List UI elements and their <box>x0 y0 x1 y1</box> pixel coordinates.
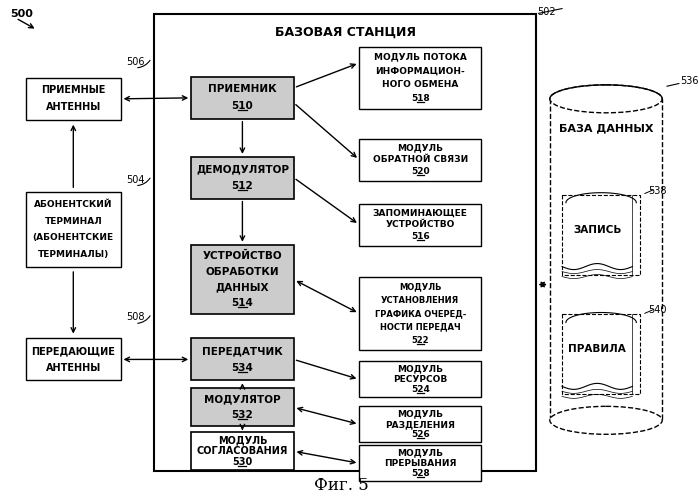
Bar <box>359 445 482 481</box>
Text: МОДУЛЬ: МОДУЛЬ <box>217 435 267 445</box>
Bar <box>562 195 640 275</box>
Text: МОДУЛЬ: МОДУЛЬ <box>397 448 443 457</box>
Text: ОБРАТНОЙ СВЯЗИ: ОБРАТНОЙ СВЯЗИ <box>373 155 468 164</box>
Text: Фиг. 5: Фиг. 5 <box>314 477 368 494</box>
Text: МОДУЛЯТОР: МОДУЛЯТОР <box>204 395 281 405</box>
Bar <box>359 47 482 109</box>
Text: 502: 502 <box>538 7 556 17</box>
Text: РАЗДЕЛЕНИЯ: РАЗДЕЛЕНИЯ <box>385 420 455 429</box>
Text: 504: 504 <box>126 175 145 185</box>
Text: ТЕРМИНАЛЫ): ТЕРМИНАЛЫ) <box>38 250 109 259</box>
Text: ПРИЕМНИК: ПРИЕМНИК <box>208 84 277 94</box>
Text: 534: 534 <box>231 363 253 373</box>
Text: ОБРАБОТКИ: ОБРАБОТКИ <box>206 267 279 277</box>
Text: МОДУЛЬ: МОДУЛЬ <box>397 143 443 152</box>
Bar <box>191 388 294 426</box>
Text: ПЕРЕДАЮЩИЕ: ПЕРЕДАЮЩИЕ <box>31 346 115 356</box>
Text: БАЗА ДАННЫХ: БАЗА ДАННЫХ <box>559 124 654 134</box>
Text: 528: 528 <box>411 469 430 478</box>
Text: 518: 518 <box>411 94 430 103</box>
Text: МОДУЛЬ: МОДУЛЬ <box>397 365 443 373</box>
Bar <box>26 78 121 120</box>
Text: УСТРОЙСТВО: УСТРОЙСТВО <box>386 220 455 229</box>
Text: АБОНЕНТСКИЙ: АБОНЕНТСКИЙ <box>34 200 113 209</box>
Ellipse shape <box>550 85 662 113</box>
Text: 526: 526 <box>411 430 430 439</box>
Ellipse shape <box>550 406 662 434</box>
Text: БАЗОВАЯ СТАНЦИЯ: БАЗОВАЯ СТАНЦИЯ <box>275 25 415 39</box>
Bar <box>550 99 662 420</box>
Text: ПРАВИЛА: ПРАВИЛА <box>568 344 626 355</box>
Text: ДЕМОДУЛЯТОР: ДЕМОДУЛЯТОР <box>196 164 289 174</box>
Text: АНТЕННЫ: АНТЕННЫ <box>45 363 101 373</box>
Bar <box>191 338 294 380</box>
Text: 510: 510 <box>231 101 253 111</box>
Bar <box>359 204 482 246</box>
Bar <box>359 139 482 181</box>
Text: (АБОНЕНТСКИЕ: (АБОНЕНТСКИЕ <box>33 234 114 243</box>
Bar <box>359 406 482 442</box>
Text: СОГЛАСОВАНИЯ: СОГЛАСОВАНИЯ <box>196 446 288 456</box>
Bar <box>359 362 482 397</box>
Text: РЕСУРСОВ: РЕСУРСОВ <box>393 375 447 384</box>
Text: 516: 516 <box>411 232 430 241</box>
Text: МОДУЛЬ: МОДУЛЬ <box>397 410 443 419</box>
Text: 508: 508 <box>126 312 145 322</box>
Text: 500: 500 <box>10 9 33 19</box>
Text: 538: 538 <box>648 186 667 196</box>
Bar <box>191 433 294 470</box>
Text: ТЕРМИНАЛ: ТЕРМИНАЛ <box>45 217 102 226</box>
Text: 512: 512 <box>231 181 253 191</box>
Text: ДАННЫХ: ДАННЫХ <box>216 282 269 292</box>
Bar <box>26 192 121 267</box>
Bar <box>562 314 640 394</box>
Text: МОДУЛЬ: МОДУЛЬ <box>399 282 442 291</box>
Text: ИНФОРМАЦИОН-: ИНФОРМАЦИОН- <box>375 66 465 75</box>
Bar <box>191 77 294 119</box>
Text: МОДУЛЬ ПОТОКА: МОДУЛЬ ПОТОКА <box>374 53 467 62</box>
Bar <box>191 157 294 199</box>
Text: 520: 520 <box>411 167 430 176</box>
Bar <box>359 277 482 351</box>
Text: НОСТИ ПЕРЕДАЧ: НОСТИ ПЕРЕДАЧ <box>380 322 461 331</box>
Text: 540: 540 <box>648 306 667 315</box>
Bar <box>154 14 535 471</box>
Text: ПРЕРЫВАНИЯ: ПРЕРЫВАНИЯ <box>384 459 456 468</box>
Text: ЗАПОМИНАЮЩЕЕ: ЗАПОМИНАЮЩЕЕ <box>373 208 468 217</box>
Text: ПЕРЕДАТЧИК: ПЕРЕДАТЧИК <box>202 346 283 356</box>
Text: ПРИЕМНЫЕ: ПРИЕМНЫЕ <box>41 85 106 95</box>
Text: 514: 514 <box>231 298 253 308</box>
Bar <box>26 338 121 380</box>
Text: 536: 536 <box>680 76 698 86</box>
Text: АНТЕННЫ: АНТЕННЫ <box>45 102 101 112</box>
Text: 530: 530 <box>232 457 252 467</box>
Text: УСТАНОВЛЕНИЯ: УСТАНОВЛЕНИЯ <box>381 296 459 305</box>
Text: 522: 522 <box>412 336 429 345</box>
Text: ГРАФИКА ОЧЕРЕД-: ГРАФИКА ОЧЕРЕД- <box>375 309 466 318</box>
Text: 524: 524 <box>411 385 430 394</box>
Text: 506: 506 <box>126 57 145 67</box>
Text: ЗАПИСЬ: ЗАПИСЬ <box>573 225 621 235</box>
Text: УСТРОЙСТВО: УСТРОЙСТВО <box>203 251 282 261</box>
Text: 532: 532 <box>231 410 253 420</box>
Text: НОГО ОБМЕНА: НОГО ОБМЕНА <box>382 80 459 89</box>
Bar <box>191 245 294 314</box>
